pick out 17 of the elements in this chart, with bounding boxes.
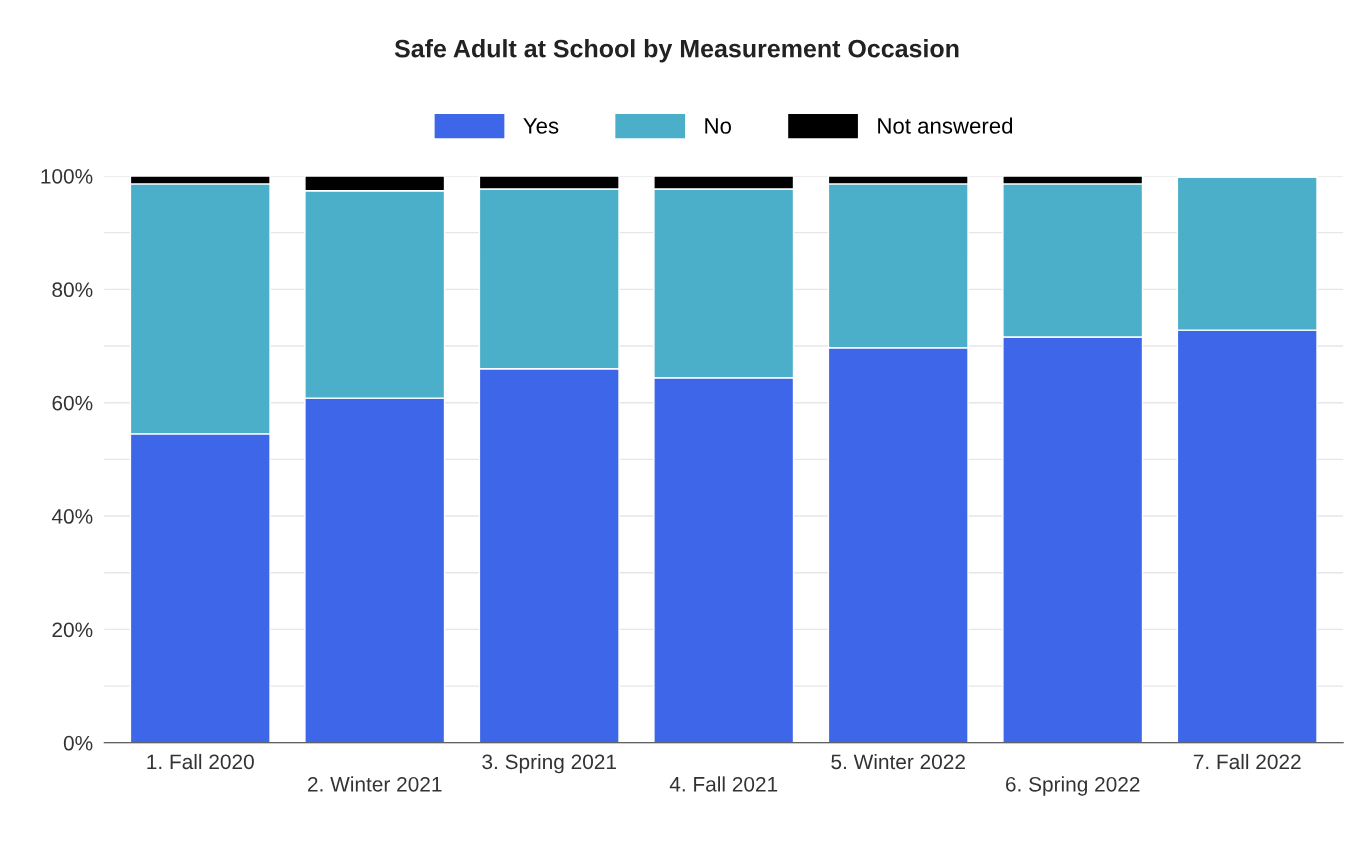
x-tick-label: 7. Fall 2022: [1193, 753, 1301, 770]
x-tick-label: 3. Spring 2021: [482, 753, 616, 774]
y-tick-label: 80%: [52, 282, 93, 298]
chart-title: Safe Adult at School by Measurement Occasion: [394, 39, 959, 63]
x-tick-label: 6. Spring 2022: [1006, 776, 1140, 796]
y-tick-label: 0%: [63, 735, 93, 751]
legend-label: Yes: [523, 118, 559, 134]
y-tick-label: 60%: [52, 395, 93, 411]
x-tick-label: 2. Winter 2021: [308, 776, 442, 792]
y-tick-label: 100%: [41, 168, 93, 184]
x-tick-label: 4. Fall 2021: [669, 776, 778, 792]
x-tick-label: 5. Winter 2022: [831, 753, 965, 770]
legend-label: No: [705, 118, 732, 134]
legend-label: Not answered: [878, 117, 1013, 134]
y-tick-label: 40%: [51, 509, 93, 524]
x-tick-label: 1. Fall 2020: [147, 753, 254, 770]
y-tick-label: 20%: [52, 622, 93, 638]
